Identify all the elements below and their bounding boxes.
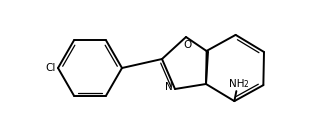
Text: Cl: Cl xyxy=(46,63,56,73)
Text: N: N xyxy=(165,82,173,92)
Text: 2: 2 xyxy=(244,80,249,89)
Text: O: O xyxy=(183,40,191,50)
Text: NH: NH xyxy=(229,79,244,89)
